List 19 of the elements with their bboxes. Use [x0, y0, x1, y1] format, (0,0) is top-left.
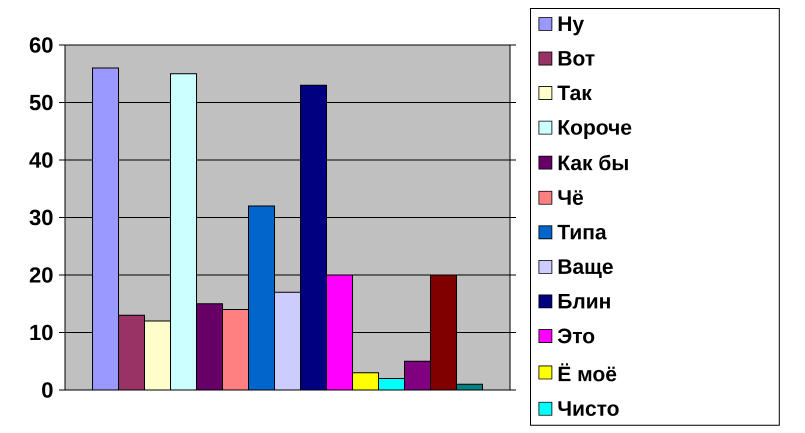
legend-label: Чё	[558, 190, 584, 205]
legend-label: Это	[558, 328, 594, 344]
y-tick-label: 60	[30, 37, 53, 53]
y-tick-label: 0	[42, 382, 53, 398]
legend-label: Типа	[558, 224, 607, 240]
legend-label: Короче	[558, 120, 632, 139]
legend-label: Ваще	[558, 259, 613, 278]
y-tick-label: 10	[30, 324, 53, 340]
legend-label: Как бы	[558, 154, 628, 170]
y-tick-label: 40	[29, 152, 53, 168]
y-tick-label: 50	[30, 94, 53, 110]
y-tick-label: 30	[30, 210, 53, 226]
legend-label: Чисто	[558, 401, 619, 416]
y-tick-label: 20	[30, 267, 53, 283]
legend-label: Ну	[558, 16, 584, 36]
legend-label: Вот	[558, 51, 594, 66]
legend-label: Ё моё	[558, 363, 616, 382]
legend-label: Блин	[558, 294, 610, 309]
legend-label: Так	[558, 86, 592, 100]
